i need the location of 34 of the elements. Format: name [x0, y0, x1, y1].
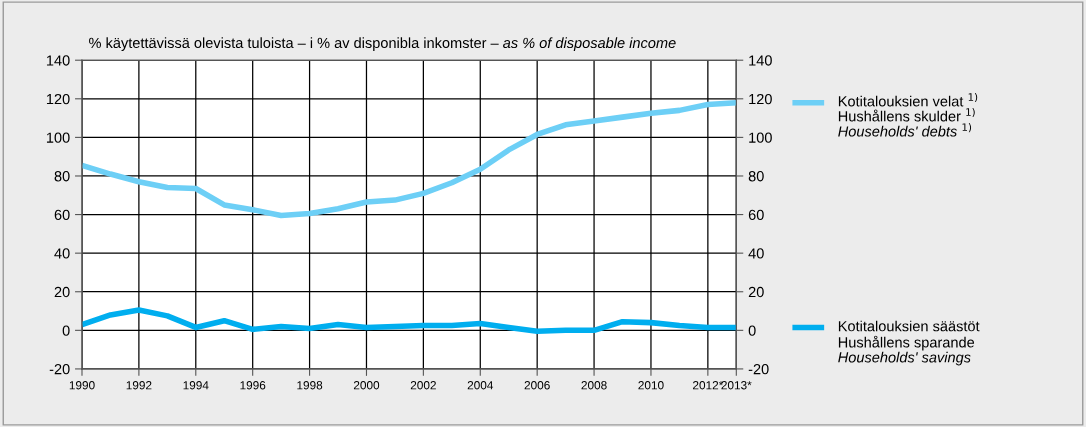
y2-tick-label: 40	[748, 248, 764, 259]
y2-tick-label: 20	[748, 286, 764, 298]
x-tick-label: 2013*	[721, 381, 752, 390]
x-tick-label: 1998	[297, 381, 323, 390]
y2-tick-label: 140	[749, 55, 772, 66]
y-tick-label: 80	[54, 171, 70, 182]
x-tick-label: 2010	[638, 381, 664, 390]
y2-tick-label: 60	[748, 209, 764, 220]
y2-tick-label: 120	[749, 93, 772, 105]
x-tick-label: 2000	[353, 381, 380, 390]
y2-tick-label: 80	[748, 171, 764, 182]
x-tick-label: 2008	[581, 381, 607, 390]
y-tick-label: 40	[54, 248, 70, 259]
x-tick-label: 2006	[524, 381, 550, 390]
y-tick-label: 120	[46, 93, 70, 105]
legend-label: Kotitalouksien säästöt Hushållens sparande Households' savings	[838, 320, 980, 366]
y-tick-label: 100	[46, 132, 70, 143]
y-tick-label: 20	[54, 286, 70, 298]
y-tick-label: 0	[62, 325, 70, 336]
y-tick-label: 140	[46, 55, 70, 66]
x-tick-label: 2012*	[693, 381, 724, 390]
x-tick-label: 2004	[467, 381, 494, 390]
y2-tick-label: 0	[748, 325, 756, 336]
x-tick-label: 2002	[410, 381, 436, 390]
x-tick-label: 1992	[126, 381, 152, 390]
x-tick-label: 1994	[183, 381, 209, 390]
y2-tick-label: -20	[748, 364, 769, 375]
chart-title: % käytettävissä olevista tuloista – i % av disponibla inkomster – as % of disposable income	[89, 37, 676, 51]
x-tick-label: 1990	[69, 381, 95, 390]
text: Kotitalouksien velat $^{1)}$ Hushållens skulder $^{1)}$ Households' debts $^{1)}$	[838, 93, 978, 137]
y-tick-label: -20	[49, 364, 70, 375]
y-tick-label: 60	[54, 209, 70, 220]
x-tick-label: 1996	[240, 381, 266, 390]
y2-tick-label: 100	[749, 132, 772, 143]
